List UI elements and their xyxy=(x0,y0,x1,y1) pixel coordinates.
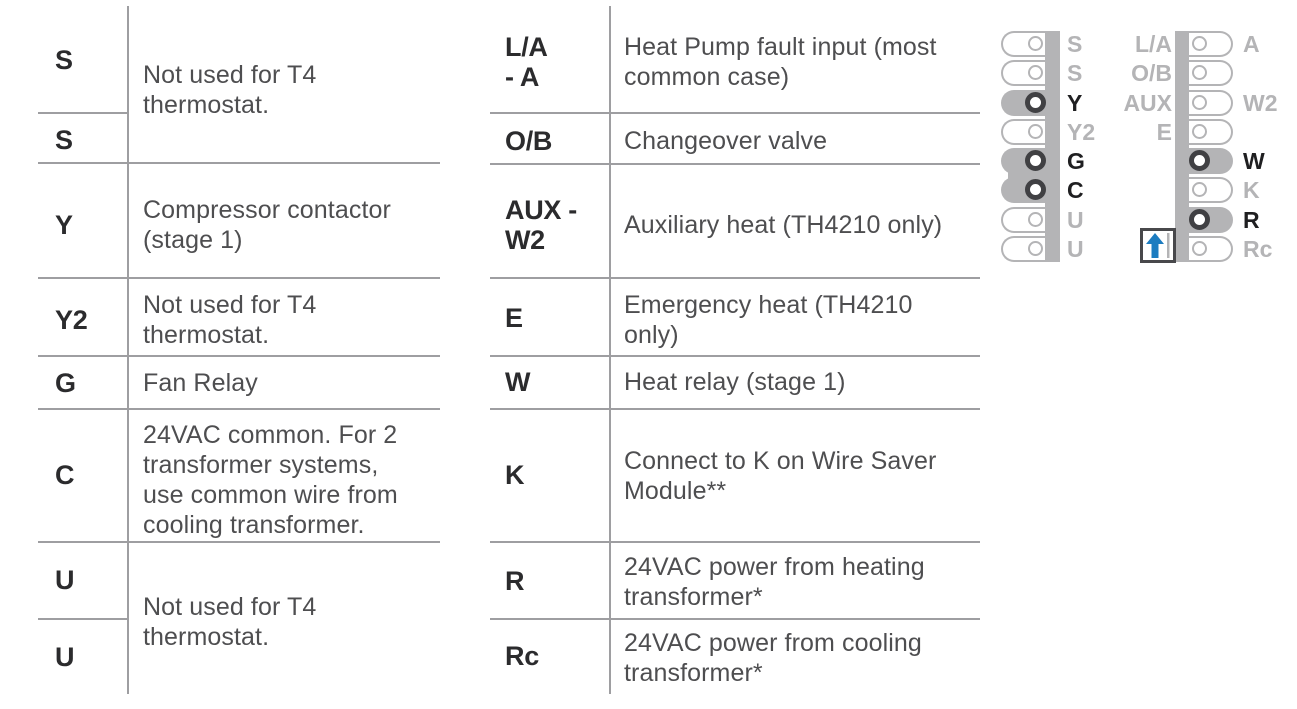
middle-table-rule xyxy=(490,408,980,410)
left-table-rule xyxy=(38,162,440,164)
block-label-s1: S xyxy=(1067,31,1083,57)
terminal-cell-aux-w2: AUX - W2 xyxy=(505,195,577,255)
terminal-desc-aux-w2: Auxiliary heat (TH4210 only) xyxy=(624,211,943,239)
left-table-column-divider xyxy=(127,6,129,694)
terminal-cell-k: K xyxy=(505,460,525,490)
block-label-y: Y xyxy=(1067,90,1083,116)
wire-insert-arrow-icon xyxy=(1140,228,1176,263)
block-label-w: W xyxy=(1243,148,1265,174)
left-table-rule xyxy=(38,408,440,410)
screw-terminal-icon xyxy=(1028,212,1043,227)
terminal-cell-r: R xyxy=(505,566,525,596)
screw-terminal-icon xyxy=(1192,241,1207,256)
terminal-desc-s: Not used for T4 thermostat. xyxy=(143,61,317,119)
screw-terminal-icon xyxy=(1192,36,1207,51)
middle-table-rule xyxy=(490,355,980,357)
terminal-desc-e: Emergency heat (TH4210 only) xyxy=(624,291,913,349)
screw-terminal-icon xyxy=(1192,182,1207,197)
terminal-desc-y2: Not used for T4 thermostat. xyxy=(143,291,317,349)
block-label-ob: O/B xyxy=(1131,60,1172,86)
middle-table-rule xyxy=(490,618,980,620)
screw-terminal-icon xyxy=(1025,92,1046,113)
terminal-desc-k: Connect to K on Wire Saver Module** xyxy=(624,447,937,505)
terminal-desc-w: Heat relay (stage 1) xyxy=(624,368,846,396)
block-label-y2: Y2 xyxy=(1067,119,1096,145)
screw-terminal-icon xyxy=(1028,36,1043,51)
block-label-s2: S xyxy=(1067,60,1083,86)
block-label-c: C xyxy=(1067,177,1084,203)
screw-terminal-icon xyxy=(1192,95,1207,110)
screw-terminal-icon xyxy=(1025,150,1046,171)
terminal-cell-u2: U xyxy=(55,642,75,672)
middle-table-rule xyxy=(490,163,980,165)
terminal-cell-c: C xyxy=(55,460,75,490)
middle-table-rule xyxy=(490,541,980,543)
terminal-cell-la-a: L/A - A xyxy=(505,32,548,92)
block-label-e: E xyxy=(1156,119,1172,145)
terminal-desc-rc: 24VAC power from cooling transformer* xyxy=(624,629,922,687)
left-table-rule-u-split xyxy=(38,618,128,620)
terminal-desc-la-a: Heat Pump fault input (most common case) xyxy=(624,33,937,91)
block-label-a: A xyxy=(1243,31,1260,57)
terminal-strip-right-spine xyxy=(1175,31,1189,262)
terminal-desc-u: Not used for T4 thermostat. xyxy=(143,593,317,651)
terminal-desc-ob: Changeover valve xyxy=(624,127,828,155)
block-label-g: G xyxy=(1067,148,1085,174)
block-label-la: L/A xyxy=(1134,31,1172,57)
screw-terminal-icon xyxy=(1192,65,1207,80)
screw-terminal-icon xyxy=(1189,150,1210,171)
terminal-cell-e: E xyxy=(505,303,523,333)
terminal-cell-y: Y xyxy=(55,210,73,240)
terminal-desc-g: Fan Relay xyxy=(143,369,258,397)
block-label-u2: U xyxy=(1067,236,1084,262)
terminal-cell-ob: O/B xyxy=(505,126,553,156)
screw-terminal-icon xyxy=(1028,241,1043,256)
block-label-u1: U xyxy=(1067,207,1084,233)
middle-table-rule xyxy=(490,277,980,279)
terminal-desc-y: Compressor contactor (stage 1) xyxy=(143,196,391,254)
terminal-cell-s1: S xyxy=(55,45,73,75)
terminal-cell-g: G xyxy=(55,368,76,398)
middle-table-rule xyxy=(490,112,980,114)
block-label-w2: W2 xyxy=(1243,90,1278,116)
block-label-r: R xyxy=(1243,207,1260,233)
terminal-cell-s2: S xyxy=(55,125,73,155)
screw-terminal-icon xyxy=(1189,209,1210,230)
screw-terminal-icon xyxy=(1192,124,1207,139)
left-table-rule xyxy=(38,541,440,543)
terminal-strip-left-spine xyxy=(1045,31,1060,262)
left-table-rule xyxy=(38,355,440,357)
block-label-k: K xyxy=(1243,177,1260,203)
left-table-rule-s-split xyxy=(38,112,128,114)
middle-table-column-divider xyxy=(609,6,611,694)
left-table-rule xyxy=(38,277,440,279)
terminal-desc-c: 24VAC common. For 2 transformer systems,… xyxy=(143,421,398,539)
terminal-cell-w: W xyxy=(505,367,531,397)
terminal-cell-y2: Y2 xyxy=(55,305,88,335)
screw-terminal-icon xyxy=(1028,65,1043,80)
screw-terminal-icon xyxy=(1025,179,1046,200)
terminal-desc-r: 24VAC power from heating transformer* xyxy=(624,553,925,611)
terminal-cell-rc: Rc xyxy=(505,641,539,671)
terminal-slot-ob xyxy=(1189,60,1233,86)
block-label-rc: Rc xyxy=(1243,236,1273,262)
terminal-cell-u1: U xyxy=(55,565,75,595)
screw-terminal-icon xyxy=(1028,124,1043,139)
block-label-aux: AUX xyxy=(1123,90,1172,116)
